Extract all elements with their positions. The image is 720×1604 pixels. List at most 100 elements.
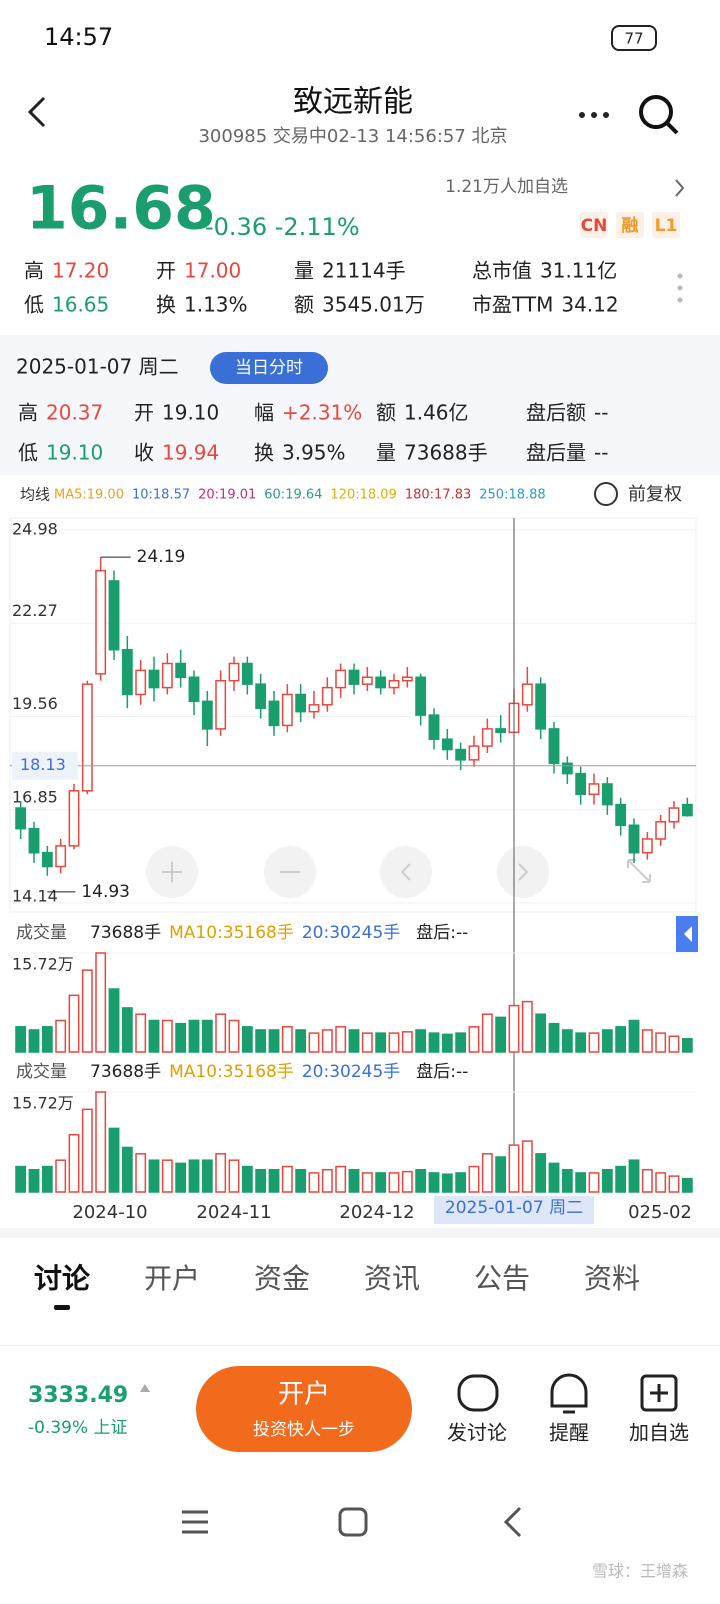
volume-bar: [601, 1168, 613, 1193]
volume-bar: [41, 1165, 53, 1193]
tab[interactable]: 开户: [144, 1262, 200, 1295]
volume-bar: [108, 988, 120, 1053]
volume-bar: [268, 1168, 280, 1193]
volume-bar: [228, 1019, 240, 1053]
max-label: 24.19: [137, 547, 186, 567]
divider: [0, 1228, 720, 1238]
stat-value: 19.10: [46, 441, 103, 465]
ma-item: 250:18.88: [479, 488, 545, 503]
discuss-icon[interactable]: [457, 1374, 499, 1412]
volume-bar: [375, 1172, 387, 1193]
volume-bar: [55, 1019, 67, 1053]
back[interactable]: [27, 96, 46, 128]
volume-bar: [455, 1172, 467, 1193]
volume-bar: [241, 1026, 253, 1053]
volume-bar: [575, 1172, 587, 1193]
volume-bar: [441, 1033, 453, 1053]
action-label[interactable]: 发讨论: [447, 1421, 507, 1445]
volume-bar: [308, 1172, 320, 1193]
volume-bar: [268, 1029, 280, 1053]
volume-bar: [241, 1165, 253, 1193]
title: 致远新能: [293, 85, 413, 120]
candle-body: [481, 728, 493, 747]
add-icon[interactable]: [640, 1374, 678, 1412]
volume-bar: [495, 1016, 507, 1053]
volume-bar: [588, 1032, 600, 1053]
volume-bar: [668, 1175, 680, 1193]
volume-bar: [175, 1022, 187, 1053]
candle-body: [135, 669, 147, 696]
settings-icon[interactable]: [594, 482, 618, 506]
volume-bar: [561, 1168, 573, 1193]
bell-icon[interactable]: [550, 1373, 588, 1414]
candle-body: [321, 686, 333, 706]
candle-body: [548, 728, 560, 765]
volume-title: 成交量: [16, 1062, 67, 1082]
action-label[interactable]: 提醒: [549, 1421, 589, 1445]
candle-body: [441, 738, 453, 751]
search[interactable]: [639, 95, 679, 135]
stat-value: 17.20: [52, 259, 109, 283]
stat-value: 1.46亿: [404, 401, 469, 425]
candle-body: [55, 845, 67, 868]
ma-item: 10:18.57: [132, 488, 190, 503]
volume-bar: [401, 1031, 413, 1053]
volume-bar: [281, 1165, 293, 1193]
tab[interactable]: 讨论: [34, 1262, 91, 1295]
volume-bar: [215, 1153, 227, 1193]
action-label[interactable]: 加自选: [629, 1421, 689, 1445]
volume-bar: [641, 1168, 653, 1193]
ma-item: MA5:19.00: [54, 488, 124, 503]
volume-bar: [295, 1168, 307, 1193]
chart-controls[interactable]: [146, 846, 651, 898]
price: 16.68: [26, 174, 216, 244]
stat-label: 开: [156, 259, 176, 283]
candle-body: [561, 762, 573, 775]
tag: [616, 212, 644, 238]
tab[interactable]: 资讯: [364, 1262, 420, 1295]
volume-bar: [388, 1032, 400, 1053]
tab[interactable]: 资金: [254, 1262, 310, 1295]
candle-body: [601, 783, 613, 806]
volume-bar: [388, 1172, 400, 1193]
volume-bar: [148, 1019, 160, 1053]
candle-body: [641, 838, 653, 854]
stat-label: 幅: [254, 401, 274, 425]
tag: [580, 212, 608, 238]
volume-bar: [95, 1091, 107, 1193]
volume-bar: [15, 1026, 27, 1053]
candle-body: [95, 569, 107, 675]
stat-value: 21114手: [322, 259, 406, 283]
volume-bar: [135, 1013, 147, 1053]
stat-value: 3.95%: [282, 441, 346, 465]
more[interactable]: [579, 112, 609, 118]
volume-bar: [441, 1173, 453, 1193]
nav-bar[interactable]: [182, 1506, 522, 1538]
stat-value: 73688手: [404, 441, 488, 465]
volume-bar: [215, 1013, 227, 1053]
open-account-button[interactable]: [196, 1366, 412, 1452]
volume-bar: [401, 1170, 413, 1193]
watermark: 雪球：王增森: [592, 1562, 688, 1581]
tab[interactable]: 公告: [474, 1262, 530, 1295]
volume-bar: [615, 1165, 627, 1193]
change: -0.36 -2.11%: [205, 213, 360, 241]
stat-value: 34.12: [561, 293, 618, 317]
candle-body: [268, 700, 280, 727]
volume-bar: [641, 1029, 653, 1053]
candle-body: [215, 679, 227, 730]
volume-bar: [681, 1038, 693, 1053]
day-button[interactable]: [210, 352, 328, 384]
ma-item: 120:18.09: [330, 488, 396, 503]
stat-label: 盘后额: [526, 401, 586, 425]
volume-item: 73688手: [90, 923, 161, 943]
stat-label: 低: [18, 441, 38, 465]
adjust[interactable]: 前复权: [628, 484, 682, 505]
stat-value: --: [594, 401, 608, 425]
volume-bar: [681, 1177, 693, 1193]
stat-label: 高: [18, 401, 38, 425]
volume-bar: [361, 1172, 373, 1193]
volume-bar: [535, 1153, 547, 1193]
tab[interactable]: 资料: [584, 1262, 640, 1295]
